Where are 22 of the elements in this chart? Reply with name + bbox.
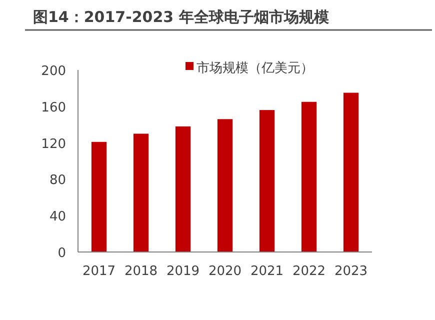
chart-title: 图14：2017-2023 年全球电子烟市场规模 bbox=[33, 8, 330, 26]
bar bbox=[343, 92, 359, 252]
y-tick-label: 120 bbox=[41, 136, 66, 152]
x-tick-label: 2020 bbox=[208, 264, 242, 279]
y-tick-label: 40 bbox=[49, 210, 66, 225]
y-tick-label: 160 bbox=[41, 100, 66, 116]
x-tick-label: 2021 bbox=[250, 264, 284, 279]
x-tick-label: 2018 bbox=[124, 264, 158, 279]
x-tick-label: 2023 bbox=[334, 264, 368, 279]
bar bbox=[175, 126, 191, 252]
x-tick-label: 2022 bbox=[292, 264, 326, 279]
bar bbox=[133, 134, 149, 252]
y-tick-label: 200 bbox=[41, 64, 66, 79]
legend-label: 市场规模（亿美元） bbox=[196, 60, 314, 76]
bar bbox=[259, 110, 275, 252]
y-tick-label: 80 bbox=[49, 173, 66, 188]
bar bbox=[91, 142, 107, 252]
bar bbox=[301, 102, 317, 252]
bar bbox=[217, 119, 233, 252]
y-tick-label: 0 bbox=[58, 246, 66, 261]
x-tick-label: 2019 bbox=[166, 264, 200, 279]
x-tick-label: 2017 bbox=[82, 264, 116, 279]
